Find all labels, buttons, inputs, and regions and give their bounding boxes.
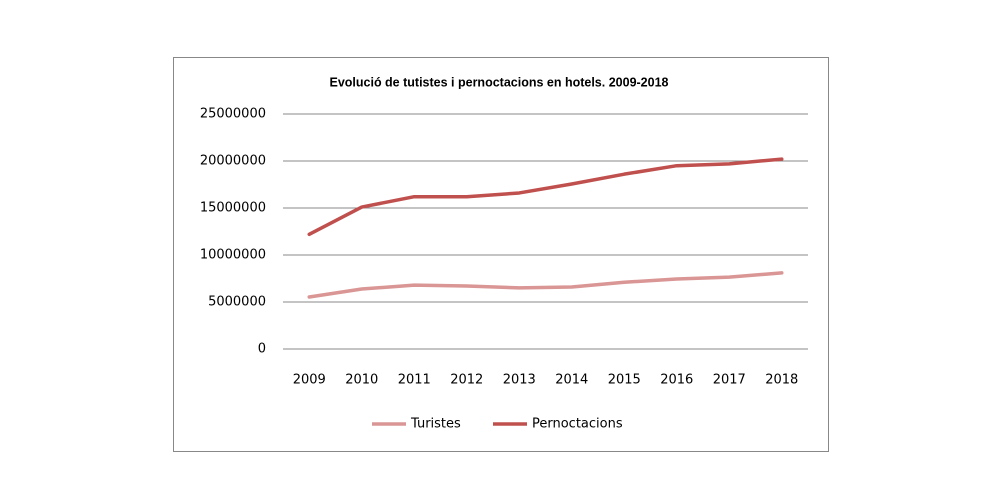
y-tick-label: 15000000 bbox=[200, 201, 266, 216]
chart-title: Evolució de tutistes i pernoctacions en … bbox=[329, 75, 668, 89]
y-tick-label: 5000000 bbox=[208, 295, 266, 310]
series-line bbox=[307, 271, 784, 299]
x-tick-label: 2010 bbox=[345, 373, 378, 388]
x-tick-label: 2014 bbox=[555, 373, 588, 388]
x-tick-label: 2012 bbox=[450, 373, 483, 388]
x-tick-label: 2016 bbox=[660, 373, 693, 388]
y-tick-label: 25000000 bbox=[200, 107, 266, 122]
x-tick-label: 2011 bbox=[398, 373, 431, 388]
x-tick-label: 2013 bbox=[503, 373, 536, 388]
x-tick-label: 2015 bbox=[608, 373, 641, 388]
x-tick-label: 2009 bbox=[293, 373, 326, 388]
y-tick-label: 20000000 bbox=[200, 154, 266, 169]
legend-label: Turistes bbox=[410, 417, 461, 432]
x-tick-label: 2017 bbox=[713, 373, 746, 388]
series-line bbox=[307, 157, 784, 237]
x-tick-label: 2018 bbox=[765, 373, 798, 388]
y-tick-label: 10000000 bbox=[200, 248, 266, 263]
legend-label: Pernoctacions bbox=[532, 417, 623, 432]
y-tick-label: 0 bbox=[258, 342, 266, 357]
